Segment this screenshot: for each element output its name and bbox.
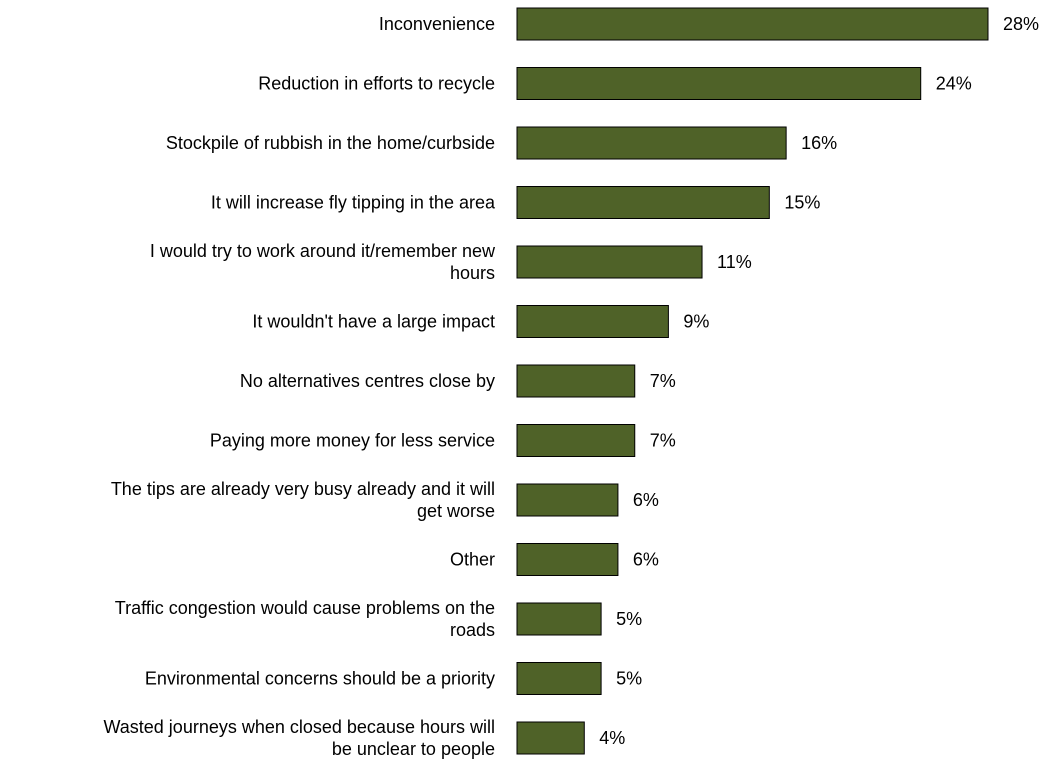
value-label-4: 15% (784, 193, 820, 213)
bar-13 (516, 721, 585, 755)
bar-3 (516, 126, 787, 160)
category-label-5: I would try to work around it/remember n… (150, 241, 496, 283)
value-label-5: 11% (717, 252, 752, 272)
value-label-12: 5% (616, 669, 642, 689)
category-label-12: Environmental concerns should be a prior… (145, 669, 495, 689)
value-label-9: 6% (633, 490, 659, 510)
category-label-11: Traffic congestion would cause problems … (115, 598, 495, 640)
bar-2 (516, 67, 922, 100)
category-label-line: Environmental concerns should be a prior… (145, 669, 495, 689)
value-label-6: 9% (683, 312, 709, 332)
bar-9 (516, 483, 619, 517)
bar-6 (516, 305, 669, 338)
category-label-8: Paying more money for less service (210, 431, 495, 451)
category-label-3: Stockpile of rubbish in the home/curbsid… (166, 133, 495, 153)
category-label-line: Traffic congestion would cause problems … (115, 598, 495, 618)
value-label-7: 7% (650, 371, 676, 391)
category-label-line: No alternatives centres close by (240, 371, 495, 391)
bar-8 (516, 424, 636, 457)
value-label-11: 5% (616, 609, 642, 629)
bar-5 (516, 245, 703, 279)
category-label-line: The tips are already very busy already a… (111, 479, 495, 499)
category-label-line: hours (450, 263, 495, 283)
category-label-line: Other (450, 550, 495, 570)
category-label-4: It will increase fly tipping in the area (211, 193, 496, 213)
value-label-10: 6% (633, 550, 659, 570)
value-label-8: 7% (650, 431, 676, 451)
category-label-9: The tips are already very busy already a… (111, 479, 495, 521)
category-label-line: Reduction in efforts to recycle (258, 74, 495, 94)
value-label-3: 16% (801, 133, 837, 153)
category-label-line: Inconvenience (379, 14, 495, 34)
value-label-1: 28% (1003, 14, 1039, 34)
category-labels-group: Inconvenience Reduction in efforts to rec… (103, 14, 496, 759)
value-label-2: 24% (936, 74, 972, 94)
value-label-13: 4% (599, 728, 625, 748)
category-label-line: Wasted journeys when closed because hour… (103, 717, 495, 737)
category-label-line: I would try to work around it/remember n… (150, 241, 496, 261)
category-label-line: Paying more money for less service (210, 431, 495, 451)
bar-1 (516, 7, 989, 41)
bar-7 (516, 364, 636, 398)
category-label-6: It wouldn't have a large impact (252, 312, 495, 332)
category-label-line: roads (450, 620, 495, 640)
bar-4 (516, 186, 770, 219)
bar-10 (516, 543, 619, 576)
category-label-line: It will increase fly tipping in the area (211, 193, 496, 213)
category-label-line: Stockpile of rubbish in the home/curbsid… (166, 133, 495, 153)
bar-11 (516, 602, 602, 636)
category-label-line: be unclear to people (332, 739, 495, 759)
category-label-2: Reduction in efforts to recycle (258, 74, 495, 94)
bars-group (516, 7, 989, 755)
category-label-7: No alternatives centres close by (240, 371, 495, 391)
category-label-1: Inconvenience (379, 14, 495, 34)
category-label-line: It wouldn't have a large impact (252, 312, 495, 332)
category-label-13: Wasted journeys when closed because hour… (103, 717, 495, 759)
category-label-10: Other (450, 550, 495, 570)
category-label-line: get worse (417, 501, 495, 521)
value-labels-group: 28% 24% 16% 15% 11% 9% 7% 7% 6% 6% 5% 5% 4% (599, 14, 1039, 748)
bar-12 (516, 662, 602, 695)
